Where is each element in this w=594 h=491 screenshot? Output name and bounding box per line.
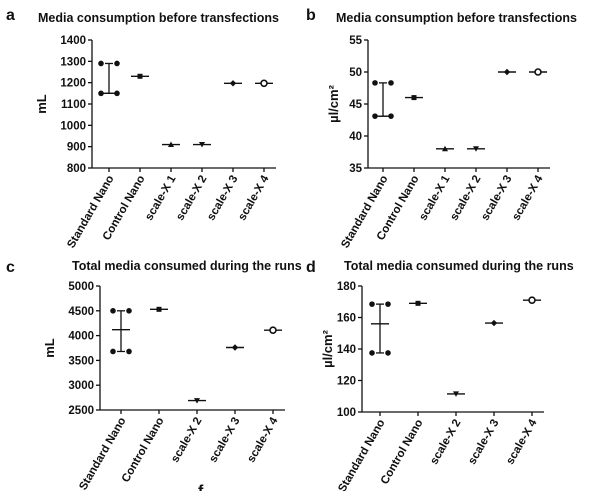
footer-fragment: f	[198, 483, 204, 491]
y-axis-label: mL	[34, 94, 49, 114]
data-point-square	[411, 95, 417, 101]
data-point-diamond	[229, 80, 237, 87]
y-tick-label: 1200	[60, 78, 86, 90]
y-axis-label: µl/cm²	[320, 329, 335, 368]
y-tick-label: 900	[67, 142, 86, 154]
chart-panel-a: a Media consumption before transfections 8…	[6, 7, 279, 250]
data-point-triangle-down	[453, 391, 459, 397]
chart-panel-b: b Media consumption before transfections 3…	[306, 7, 577, 250]
data-point-circle	[385, 301, 391, 307]
x-tick-label: scale-X 3	[205, 174, 240, 223]
x-tick-label: scale-X 2	[174, 174, 209, 223]
panel-letter: a	[6, 7, 15, 24]
data-point-triangle-down	[199, 142, 205, 148]
x-tick-label: scale-X 1	[417, 173, 453, 223]
y-tick-label: 3500	[68, 355, 94, 367]
data-point-circle	[369, 301, 375, 307]
data-point-circle	[126, 308, 132, 314]
x-tick-label: scale-X 4	[245, 415, 281, 465]
x-tick-label: scale-X 2	[428, 418, 463, 467]
data-point-ring	[528, 296, 536, 304]
y-axis-label: mL	[42, 338, 57, 358]
data-point-ring	[534, 68, 542, 76]
panel-letter: c	[6, 259, 15, 276]
x-tick-label: scale-X 1	[143, 173, 179, 223]
x-tick-label: scale-X 3	[466, 418, 501, 467]
y-tick-label: 1400	[60, 35, 86, 47]
y-tick-label: 55	[349, 35, 362, 47]
y-tick-label: 800	[67, 163, 86, 175]
data-point-triangle-down	[473, 146, 479, 152]
panel-letter: b	[306, 7, 316, 24]
data-point-triangle-down	[194, 398, 200, 404]
y-tick-label: 40	[349, 131, 362, 143]
y-tick-label: 160	[337, 313, 356, 325]
y-tick-label: 100	[337, 407, 356, 419]
x-tick-label: scale-X 2	[169, 416, 204, 465]
x-tick-label: scale-X 4	[510, 173, 546, 223]
data-point-circle	[385, 350, 391, 356]
y-tick-label: 5000	[68, 281, 94, 293]
data-point-circle	[372, 113, 378, 119]
data-point-ring	[260, 79, 268, 88]
y-tick-label: 140	[337, 344, 356, 356]
y-axis-label: µl/cm²	[326, 84, 341, 123]
y-tick-label: 1300	[60, 56, 86, 68]
x-tick-label: scale-X 3	[207, 416, 242, 465]
y-tick-label: 45	[349, 99, 362, 111]
data-point-circle	[372, 80, 378, 86]
y-tick-label: 1100	[61, 99, 86, 111]
chart-panel-c: c Total media consumed during the runs 250…	[6, 259, 302, 491]
x-tick-label: Control Nano	[120, 416, 167, 485]
data-point-circle	[126, 348, 132, 355]
data-point-circle	[114, 60, 120, 67]
data-point-diamond	[231, 344, 239, 351]
chart-title: Total media consumed during the runs	[344, 259, 574, 273]
data-point-circle	[369, 350, 375, 356]
x-tick-label: scale-X 4	[236, 173, 272, 223]
data-point-circle	[98, 60, 104, 67]
x-tick-label: Control Nano	[379, 418, 426, 487]
chart-title: Media consumption before transfections	[38, 11, 279, 25]
chart-title: Total media consumed during the runs	[72, 259, 302, 273]
y-tick-label: 2500	[68, 405, 94, 417]
data-point-circle	[98, 90, 104, 97]
data-point-diamond	[490, 319, 498, 327]
chart-panel-d: d Total media consumed during the runs 100…	[306, 259, 574, 491]
y-tick-label: 50	[349, 67, 362, 79]
data-point-circle	[110, 348, 116, 355]
data-point-triangle	[168, 141, 174, 148]
y-tick-label: 3000	[68, 380, 94, 392]
data-point-triangle	[442, 145, 448, 152]
y-tick-label: 1000	[60, 120, 86, 132]
y-tick-label: 35	[349, 163, 362, 175]
data-point-square	[415, 300, 421, 306]
chart-title: Media consumption before transfections	[336, 11, 577, 25]
y-tick-label: 4500	[68, 306, 94, 318]
data-point-square	[156, 306, 162, 312]
data-point-circle	[388, 80, 394, 86]
x-tick-label: scale-X 4	[504, 417, 540, 467]
data-point-circle	[110, 308, 116, 314]
data-point-circle	[388, 113, 394, 119]
data-point-ring	[269, 326, 277, 334]
x-tick-label: scale-X 2	[448, 174, 483, 223]
y-tick-label: 180	[337, 281, 356, 293]
panel-letter: d	[306, 259, 316, 276]
data-point-diamond	[503, 68, 511, 76]
data-point-circle	[114, 90, 120, 97]
y-tick-label: 4000	[68, 331, 94, 343]
data-point-square	[137, 73, 143, 79]
x-tick-label: scale-X 3	[479, 174, 514, 223]
y-tick-label: 120	[337, 376, 356, 388]
